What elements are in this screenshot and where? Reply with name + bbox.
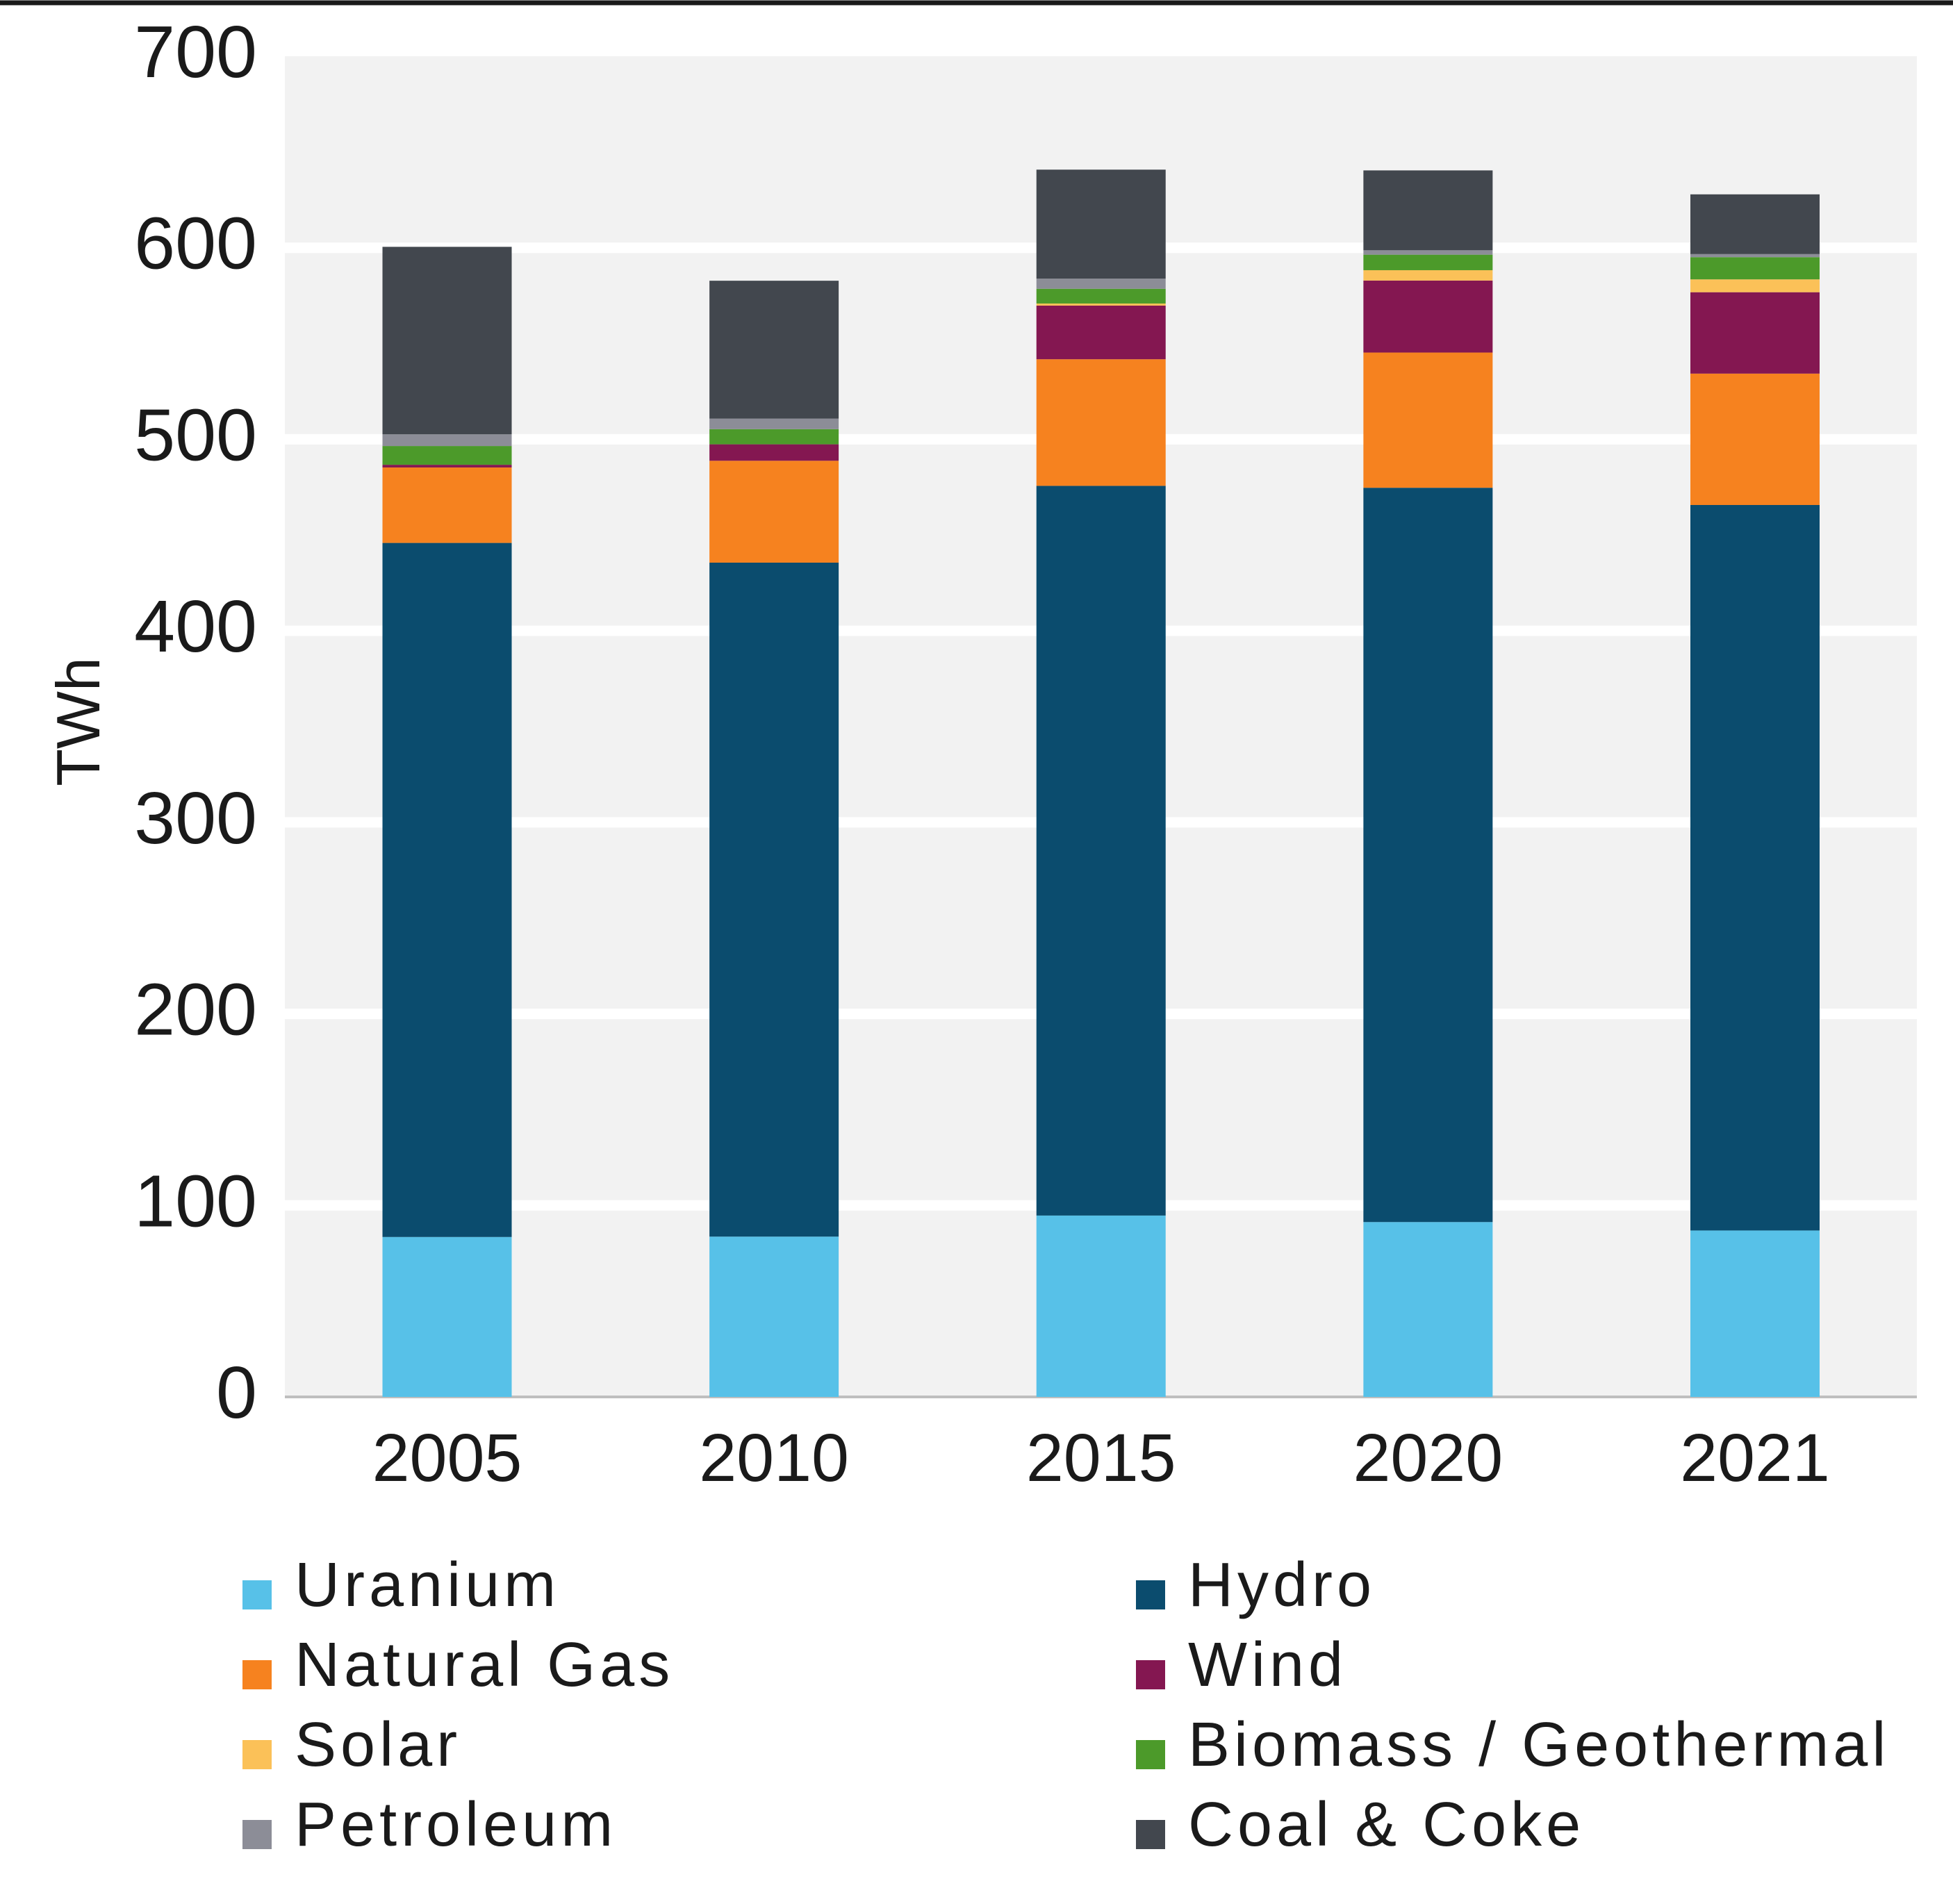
svg-text:400: 400 (134, 586, 257, 668)
svg-text:300: 300 (134, 777, 257, 859)
svg-text:100: 100 (134, 1160, 257, 1242)
svg-text:Coal & Coke: Coal & Coke (1188, 1790, 1585, 1860)
svg-text:0: 0 (216, 1352, 257, 1434)
svg-text:500: 500 (134, 394, 257, 476)
svg-text:600: 600 (134, 203, 257, 285)
svg-text:2015: 2015 (1026, 1420, 1176, 1496)
svg-text:2005: 2005 (372, 1420, 522, 1496)
svg-text:Wind: Wind (1188, 1630, 1347, 1700)
svg-text:Solar: Solar (295, 1710, 461, 1780)
svg-text:700: 700 (134, 11, 257, 93)
svg-text:Uranium: Uranium (295, 1550, 560, 1620)
svg-text:Natural Gas: Natural Gas (295, 1630, 674, 1700)
svg-text:200: 200 (134, 969, 257, 1051)
svg-text:2021: 2021 (1680, 1420, 1830, 1496)
svg-text:Biomass / Geothermal: Biomass / Geothermal (1188, 1710, 1890, 1780)
svg-text:Petroleum: Petroleum (295, 1790, 617, 1860)
svg-text:2010: 2010 (699, 1420, 849, 1496)
svg-text:Hydro: Hydro (1188, 1550, 1376, 1620)
svg-text:TWh: TWh (44, 657, 113, 786)
svg-text:2020: 2020 (1353, 1420, 1503, 1496)
